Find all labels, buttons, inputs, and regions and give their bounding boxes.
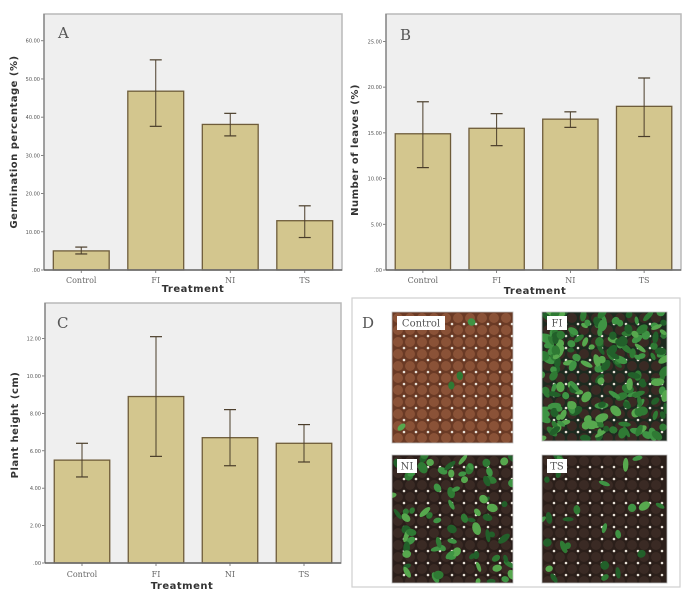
- y-tick-label: 12.00: [27, 337, 41, 343]
- photo-label: NI: [401, 462, 414, 473]
- y-tick-label: 50.00: [26, 77, 40, 83]
- bars: [52, 59, 334, 271]
- chart-panel-a: A .00 10.00 20.00 30.00 40.00 50.00 60.00 Cont…: [9, 13, 343, 295]
- panel-letter-c: C: [57, 314, 68, 332]
- x-axis-title: Treatment: [162, 284, 225, 295]
- y-tick-label: 2.00: [30, 524, 41, 530]
- y-axis-ticks: .00 5.00 10.00 15.00 20.00 25.00: [368, 39, 386, 274]
- bar-ni: [542, 118, 599, 271]
- x-tick-label: FI: [151, 276, 160, 285]
- panel-letter-d: D: [362, 314, 374, 332]
- y-tick-label: 30.00: [26, 153, 40, 159]
- photo-ts: TS: [541, 454, 668, 584]
- x-tick-label: NI: [225, 570, 235, 579]
- bars: [394, 77, 673, 271]
- bar-ts: [275, 442, 333, 564]
- x-axis-labels: Control FI NI TS: [67, 563, 310, 579]
- x-tick-label: Control: [408, 276, 439, 285]
- chart-panel-b: B .00 5.00 10.00 15.00 20.00 25.00 Control FI N…: [350, 13, 682, 297]
- y-tick-label: .00: [33, 561, 41, 567]
- panel-letter-a: A: [57, 24, 69, 42]
- y-tick-label: 20.00: [368, 85, 382, 91]
- x-axis-labels: Control FI NI TS: [408, 270, 650, 285]
- photo-label: FI: [552, 319, 563, 330]
- y-tick-label: 20.00: [26, 192, 40, 198]
- y-axis-ticks: .00 2.00 4.00 6.00 8.00 10.00 12.00: [27, 337, 45, 567]
- y-axis-title: Plant height (cm): [10, 372, 21, 479]
- photo-control: Control: [391, 311, 514, 444]
- photo-panel-d: D Control FI NI TS: [351, 297, 681, 588]
- photo-label: TS: [550, 462, 564, 473]
- y-tick-label: 4.00: [30, 486, 41, 492]
- photo-fi: FI: [541, 311, 668, 442]
- photo-label-box: [397, 316, 445, 330]
- x-axis-title: Treatment: [504, 286, 567, 297]
- panel-letter-b: B: [400, 26, 411, 44]
- x-tick-label: TS: [639, 276, 650, 285]
- bar-fi: [468, 127, 525, 271]
- x-axis-title: Treatment: [151, 581, 214, 592]
- photo-ni: NI: [391, 454, 514, 584]
- photo-grid: Control FI NI TS: [391, 311, 668, 584]
- x-tick-label: Control: [67, 570, 98, 579]
- y-axis-title: Number of leaves (%): [350, 84, 361, 216]
- x-tick-label: FI: [152, 570, 161, 579]
- chart-panel-c: C .00 2.00 4.00 6.00 8.00 10.00 12.00 Control F…: [10, 302, 342, 592]
- y-tick-label: 40.00: [26, 115, 40, 121]
- y-tick-label: 10.00: [27, 374, 41, 380]
- photo-label-box: [547, 316, 567, 330]
- y-axis-ticks: .00 10.00 20.00 30.00 40.00 50.00 60.00: [26, 39, 44, 274]
- bars: [53, 336, 333, 564]
- y-tick-label: 8.00: [30, 411, 41, 417]
- x-tick-label: Control: [66, 276, 97, 285]
- y-axis-title: Germination percentage (%): [9, 55, 20, 228]
- y-tick-label: 10.00: [368, 177, 382, 183]
- photo-label: Control: [402, 319, 440, 330]
- y-tick-label: .00: [32, 268, 40, 274]
- photo-label-box: [397, 459, 417, 473]
- y-tick-label: 60.00: [26, 39, 40, 45]
- x-tick-label: TS: [299, 276, 310, 285]
- x-tick-label: FI: [492, 276, 501, 285]
- photo-label-box: [547, 459, 567, 473]
- y-tick-label: 15.00: [368, 131, 382, 137]
- x-tick-label: NI: [225, 276, 235, 285]
- x-tick-label: TS: [299, 570, 310, 579]
- x-tick-label: NI: [565, 276, 575, 285]
- y-tick-label: 6.00: [30, 449, 41, 455]
- y-tick-label: 5.00: [371, 222, 382, 228]
- bar-ni: [201, 123, 259, 271]
- x-axis-labels: Control FI NI TS: [66, 270, 310, 285]
- y-tick-label: 25.00: [368, 39, 382, 45]
- y-tick-label: 10.00: [26, 230, 40, 236]
- y-tick-label: .00: [374, 268, 382, 274]
